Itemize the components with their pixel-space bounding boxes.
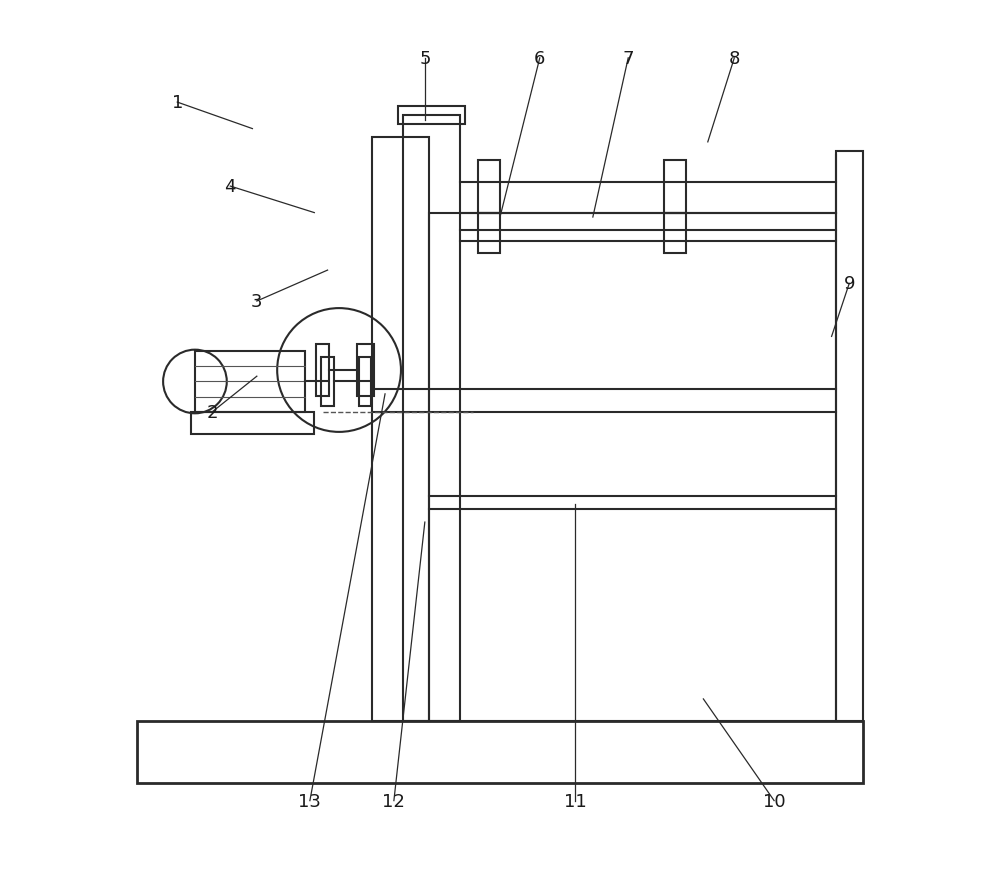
Text: 1: 1 — [172, 94, 183, 112]
Bar — [191, 412, 314, 434]
Bar — [137, 721, 863, 783]
Bar — [372, 138, 429, 721]
Bar — [403, 116, 460, 721]
Text: 4: 4 — [225, 178, 236, 196]
Text: 9: 9 — [844, 275, 855, 293]
Bar — [664, 214, 686, 254]
Bar — [316, 345, 329, 396]
Bar — [836, 152, 863, 721]
Text: 12: 12 — [382, 792, 405, 810]
Bar — [195, 352, 305, 412]
Bar — [429, 214, 836, 721]
Text: 6: 6 — [534, 50, 545, 68]
Text: 3: 3 — [251, 292, 263, 311]
Bar — [398, 107, 465, 125]
Bar — [478, 214, 500, 254]
Text: 8: 8 — [729, 50, 740, 68]
Bar — [664, 161, 686, 214]
Text: 11: 11 — [564, 792, 587, 810]
Bar — [357, 345, 374, 396]
Text: 7: 7 — [622, 50, 634, 68]
Text: 5: 5 — [419, 50, 431, 68]
Text: 2: 2 — [207, 403, 218, 421]
Bar — [359, 357, 371, 407]
Text: 10: 10 — [763, 792, 785, 810]
Bar — [478, 161, 500, 214]
Bar — [321, 357, 334, 407]
Text: 13: 13 — [298, 792, 321, 810]
